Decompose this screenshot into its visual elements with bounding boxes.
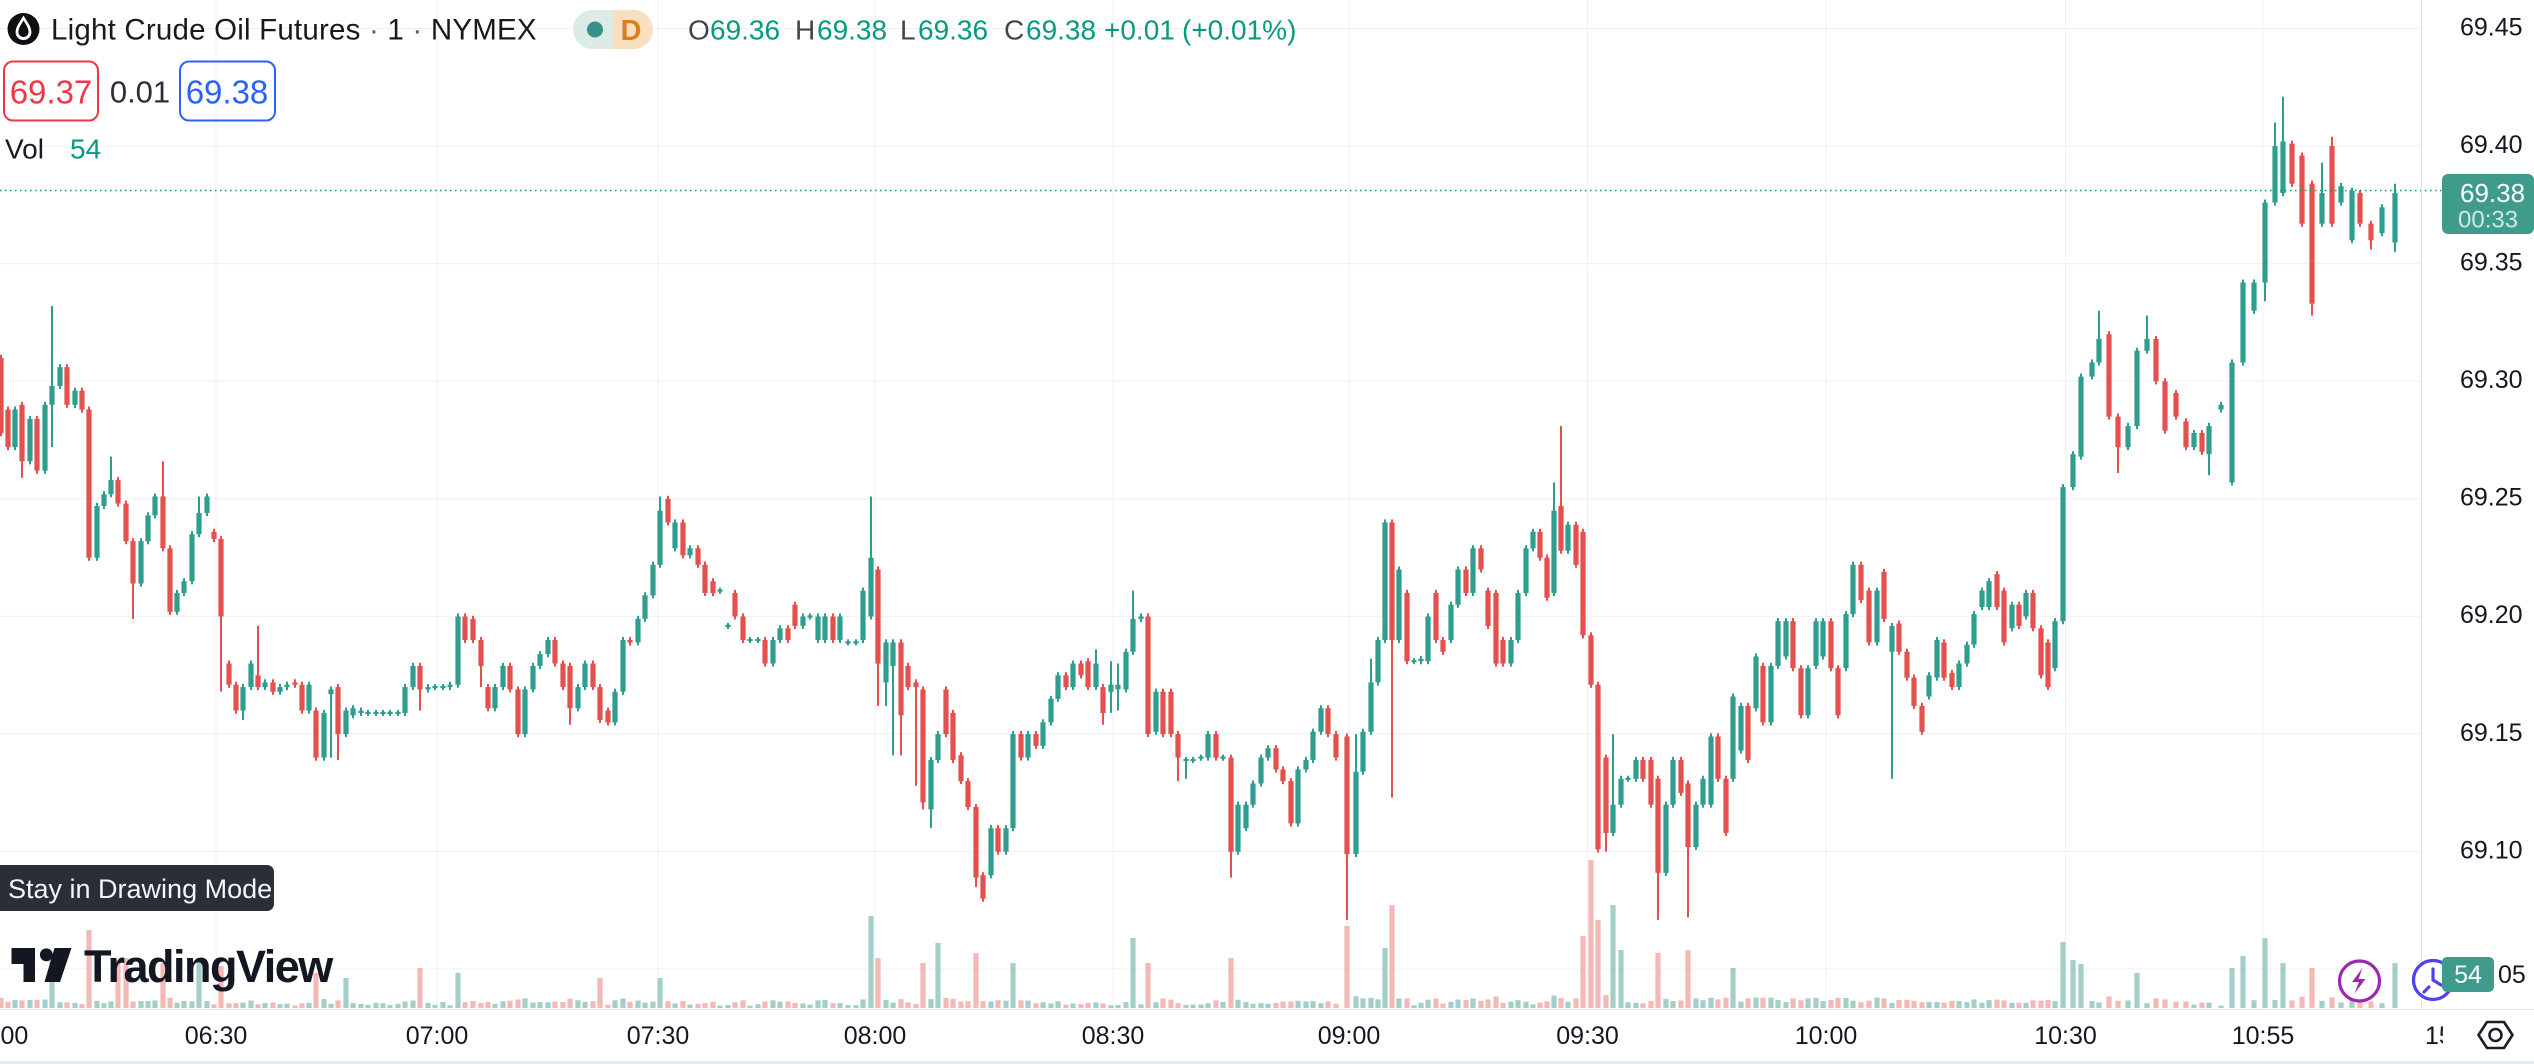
svg-text:TradingView: TradingView — [84, 941, 334, 992]
svg-text:05: 05 — [2498, 961, 2526, 989]
svg-text:69.15: 69.15 — [2460, 719, 2523, 747]
svg-text:54: 54 — [70, 134, 101, 165]
svg-text:07:30: 07:30 — [627, 1022, 690, 1050]
svg-text:69.36: 69.36 — [918, 15, 988, 46]
svg-text:06:00: 06:00 — [0, 1022, 28, 1050]
svg-text:D: D — [621, 15, 642, 47]
svg-text:09:00: 09:00 — [1318, 1022, 1381, 1050]
svg-text:69.25: 69.25 — [2460, 484, 2523, 512]
svg-text:Stay in Drawing Mode: Stay in Drawing Mode — [8, 874, 272, 904]
svg-text:H: H — [795, 15, 815, 46]
svg-text:+0.01: +0.01 — [1104, 15, 1175, 46]
svg-text:06:30: 06:30 — [185, 1022, 248, 1050]
svg-text:69.20: 69.20 — [2460, 601, 2523, 629]
svg-text:00:33: 00:33 — [2458, 207, 2518, 234]
svg-text:69.38: 69.38 — [186, 74, 269, 111]
svg-text:69.10: 69.10 — [2460, 836, 2523, 864]
svg-text:O: O — [688, 15, 710, 46]
svg-text:0.01: 0.01 — [110, 75, 170, 110]
svg-text:10:55: 10:55 — [2232, 1022, 2295, 1050]
svg-text:L: L — [900, 15, 916, 46]
svg-text:54: 54 — [2454, 961, 2482, 989]
svg-text:69.38: 69.38 — [2460, 178, 2525, 208]
svg-text:07:00: 07:00 — [406, 1022, 469, 1050]
svg-text:69.37: 69.37 — [10, 74, 93, 111]
svg-text:69.40: 69.40 — [2460, 131, 2523, 159]
svg-text:69.30: 69.30 — [2460, 366, 2523, 394]
svg-text:69.35: 69.35 — [2460, 249, 2523, 277]
svg-text:Vol: Vol — [5, 134, 44, 165]
svg-text:Light Crude Oil Futures · 1 ·: Light Crude Oil Futures · 1 · NYMEX — [51, 14, 537, 47]
svg-text:69.38: 69.38 — [1026, 15, 1096, 46]
svg-text:C: C — [1004, 15, 1024, 46]
svg-text:10:30: 10:30 — [2034, 1022, 2097, 1050]
svg-text:09:30: 09:30 — [1556, 1022, 1619, 1050]
svg-text:08:30: 08:30 — [1082, 1022, 1145, 1050]
svg-text:(+0.01%): (+0.01%) — [1182, 15, 1296, 46]
svg-text:69.36: 69.36 — [710, 15, 780, 46]
svg-text:69.45: 69.45 — [2460, 14, 2523, 42]
svg-text:10:00: 10:00 — [1795, 1022, 1858, 1050]
svg-text:08:00: 08:00 — [844, 1022, 907, 1050]
svg-text:69.38: 69.38 — [817, 15, 887, 46]
